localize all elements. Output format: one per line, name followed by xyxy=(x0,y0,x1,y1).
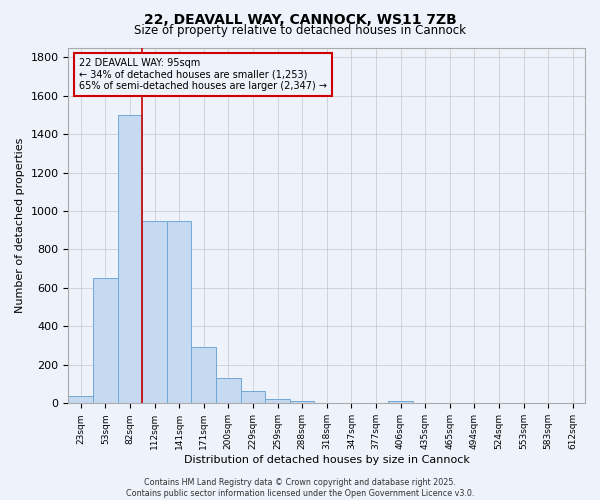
Bar xyxy=(68,396,93,404)
Bar xyxy=(241,391,265,404)
Bar xyxy=(142,220,167,404)
Bar xyxy=(265,398,290,404)
X-axis label: Distribution of detached houses by size in Cannock: Distribution of detached houses by size … xyxy=(184,455,470,465)
Bar xyxy=(290,402,314,404)
Bar xyxy=(191,346,216,404)
Text: 22, DEAVALL WAY, CANNOCK, WS11 7ZB: 22, DEAVALL WAY, CANNOCK, WS11 7ZB xyxy=(143,12,457,26)
Text: Size of property relative to detached houses in Cannock: Size of property relative to detached ho… xyxy=(134,24,466,37)
Bar xyxy=(93,278,118,404)
Bar xyxy=(118,115,142,404)
Bar xyxy=(167,220,191,404)
Bar xyxy=(216,378,241,404)
Y-axis label: Number of detached properties: Number of detached properties xyxy=(15,138,25,313)
Text: Contains HM Land Registry data © Crown copyright and database right 2025.
Contai: Contains HM Land Registry data © Crown c… xyxy=(126,478,474,498)
Bar xyxy=(388,402,413,404)
Text: 22 DEAVALL WAY: 95sqm
← 34% of detached houses are smaller (1,253)
65% of semi-d: 22 DEAVALL WAY: 95sqm ← 34% of detached … xyxy=(79,58,327,92)
